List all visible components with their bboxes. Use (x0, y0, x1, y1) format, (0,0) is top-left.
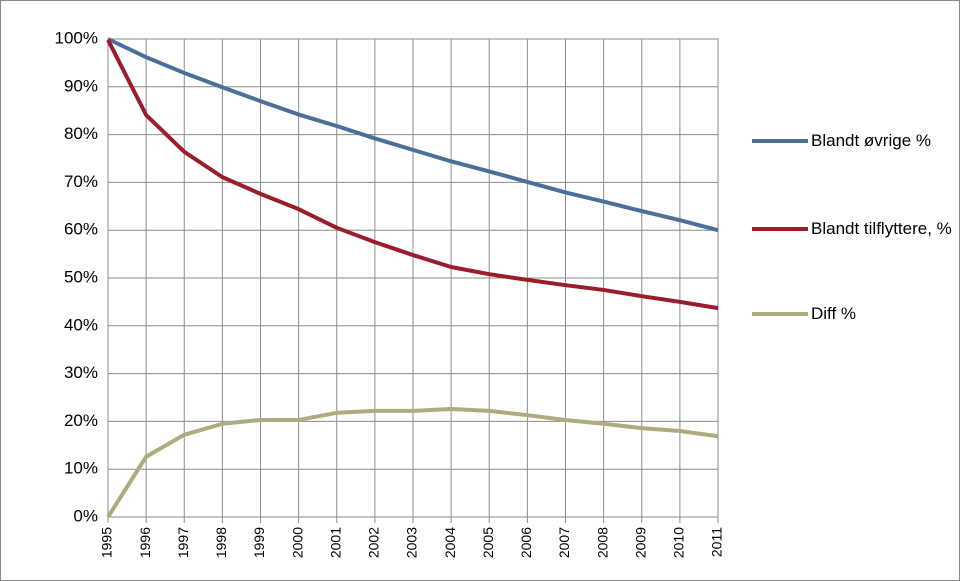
y-tick-label: 50% (64, 267, 98, 286)
y-tick-label: 90% (64, 76, 98, 95)
y-tick-label: 70% (64, 172, 98, 191)
x-tick-label: 2010 (671, 527, 687, 558)
y-tick-label: 100% (55, 28, 98, 47)
x-tick-label: 1995 (99, 527, 115, 558)
legend-label: Blandt øvrige % (811, 131, 931, 150)
y-tick-label: 80% (64, 124, 98, 143)
y-tick-label: 30% (64, 363, 98, 382)
y-tick-label: 60% (64, 220, 98, 239)
legend-label: Blandt tilflyttere, % (811, 219, 952, 238)
series-line (107, 37, 719, 233)
x-tick-label: 2009 (632, 527, 648, 558)
x-tick-label: 1998 (213, 527, 229, 558)
x-tick-label: 2004 (442, 527, 458, 558)
x-tick-label: 2001 (327, 527, 343, 558)
x-tick-label: 1996 (137, 527, 153, 558)
x-tick-label: 2008 (594, 527, 610, 558)
legend-label: Diff % (811, 304, 857, 323)
x-tick-label: 2011 (709, 527, 725, 557)
y-tick-label: 0% (73, 506, 98, 525)
x-tick-label: 2007 (556, 527, 572, 558)
x-tick-label: 2003 (404, 527, 420, 558)
y-tick-label: 20% (64, 411, 98, 430)
x-tick-label: 1997 (175, 527, 191, 558)
x-tick-label: 1999 (251, 527, 267, 558)
x-tick-label: 2005 (480, 527, 496, 558)
series-line (106, 39, 719, 311)
x-tick-label: 2002 (366, 527, 382, 558)
series-line (106, 406, 719, 519)
plot-border (107, 38, 719, 518)
y-tick-label: 40% (64, 315, 98, 334)
x-tick-label: 2000 (289, 527, 305, 558)
x-tick-label: 2006 (518, 527, 534, 558)
y-tick-label: 10% (64, 459, 98, 478)
